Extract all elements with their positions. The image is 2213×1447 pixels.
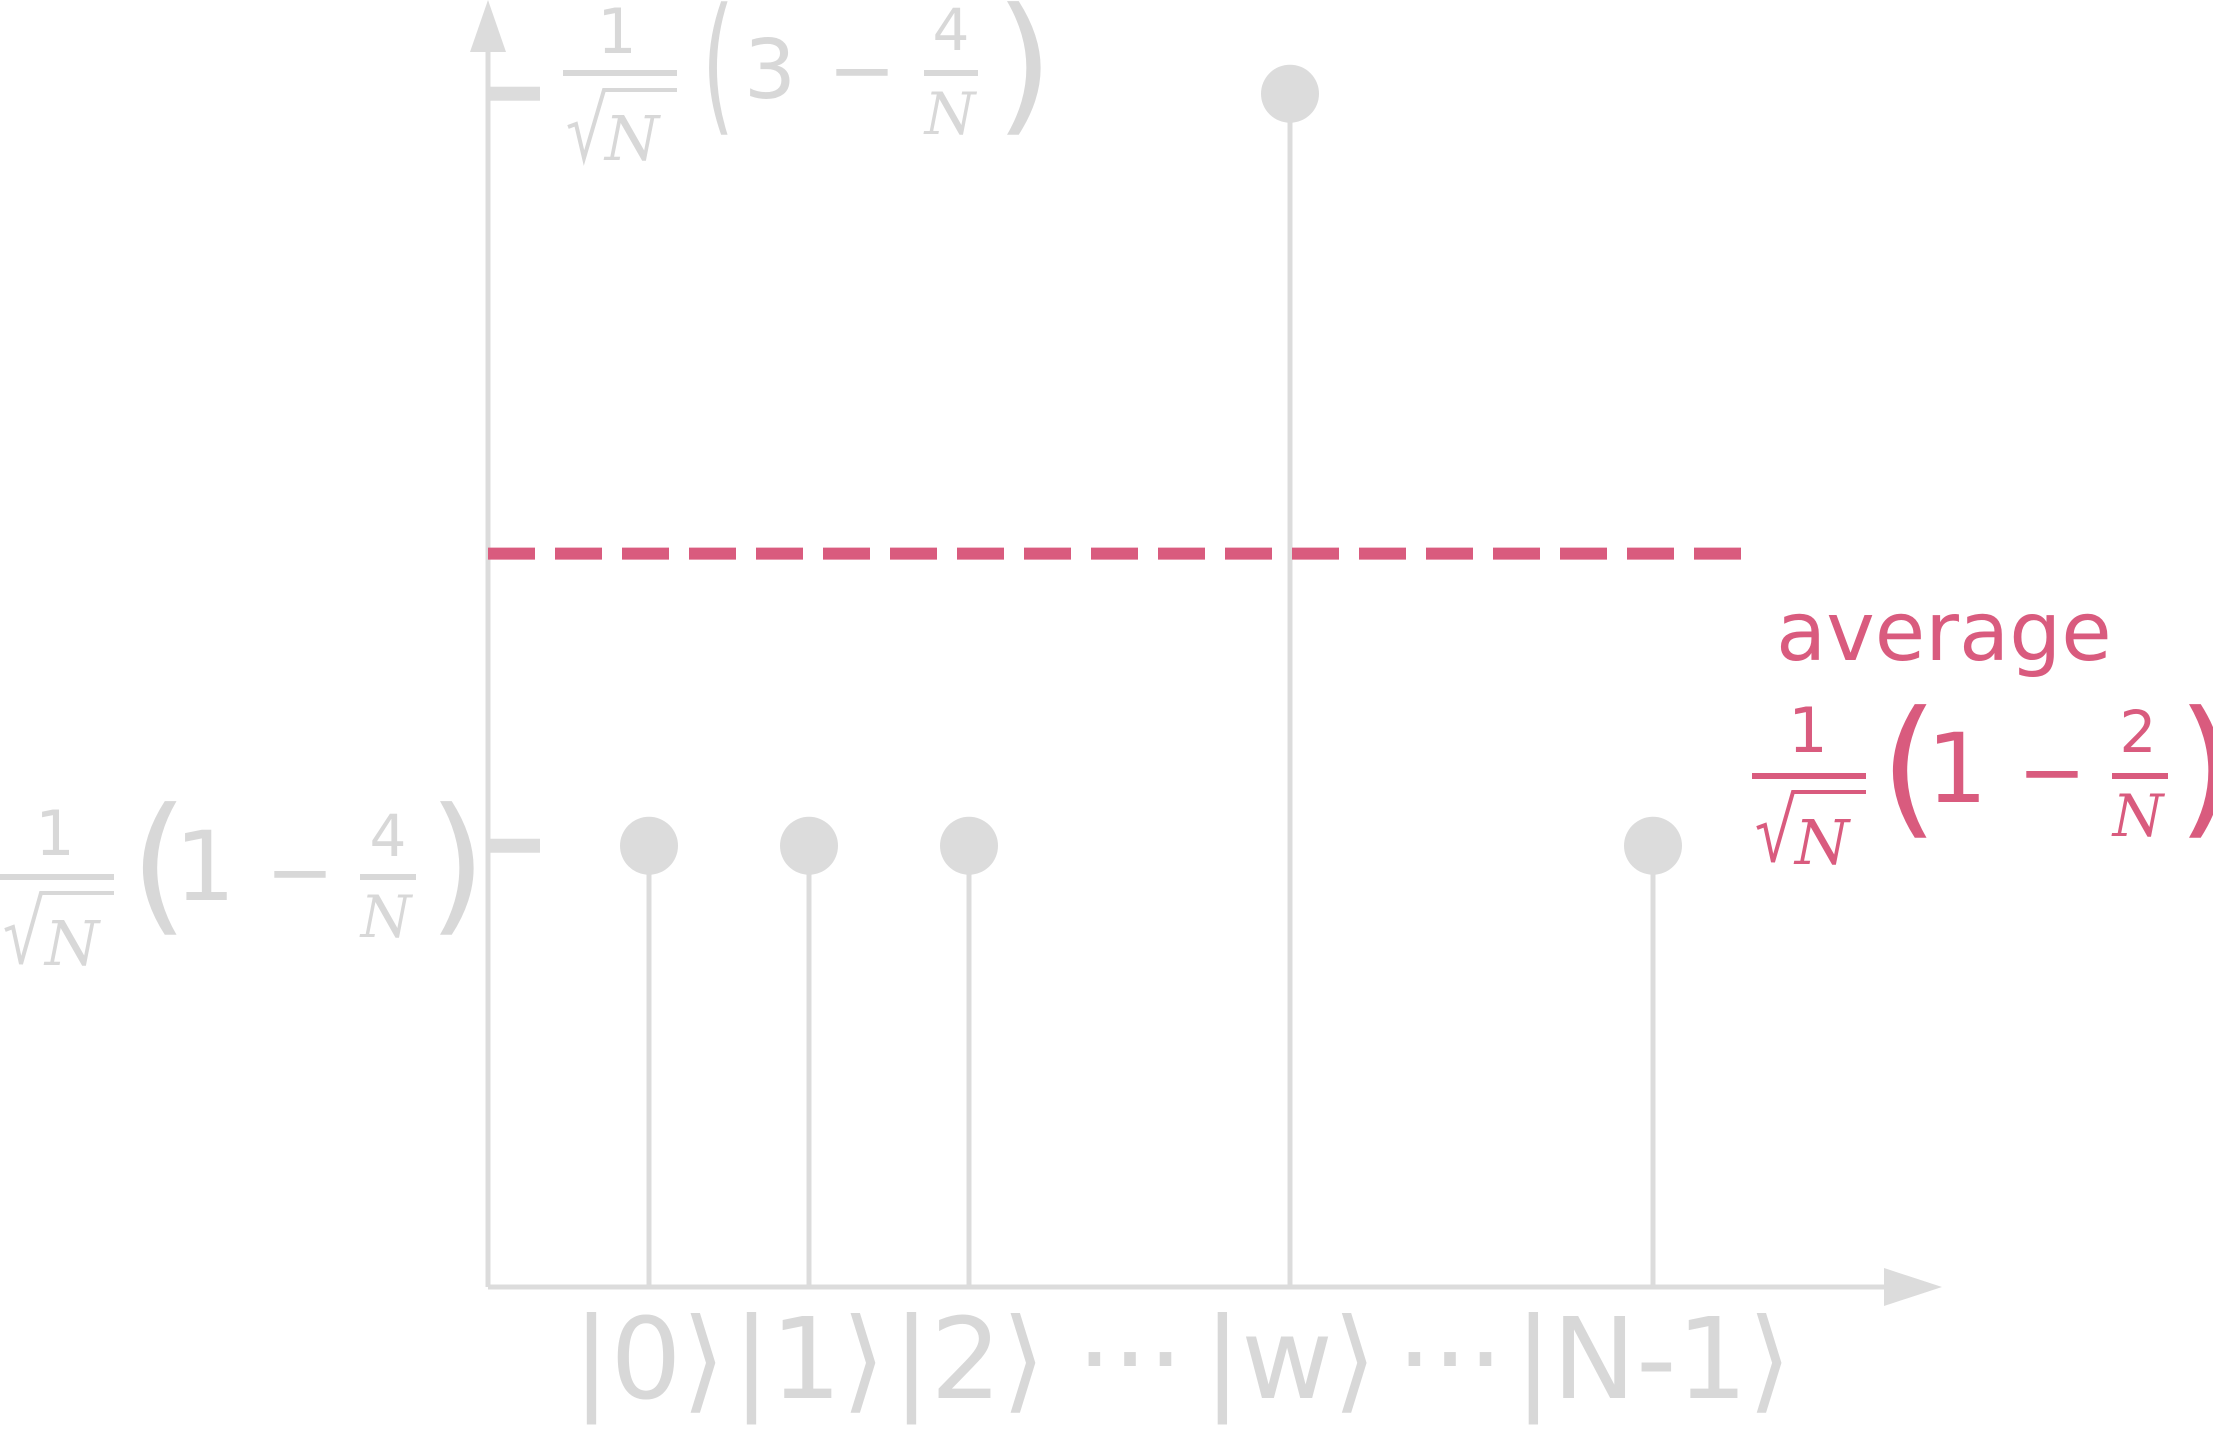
x-tick-label-4: |w⟩ (1203, 1295, 1376, 1425)
svg-text:N: N (923, 80, 978, 148)
svg-text:−: − (828, 23, 897, 118)
svg-text:1: 1 (597, 0, 636, 68)
stem-head-4 (1624, 816, 1682, 875)
y-tick-mark-1 (488, 838, 540, 853)
y-tick-label-low: 1 N ( 1 − 4 N ) (0, 777, 487, 980)
svg-text:1: 1 (1788, 694, 1827, 767)
stem-head-3 (1261, 64, 1319, 123)
svg-text:): ) (428, 777, 487, 951)
svg-text:): ) (995, 0, 1054, 151)
svg-text:): ) (2177, 680, 2213, 854)
y-tick-mark-0 (488, 86, 540, 101)
svg-text:(: ( (130, 777, 189, 951)
svg-text:(: ( (702, 0, 734, 151)
stem-head-0 (620, 816, 678, 875)
y-axis-arrow (470, 0, 506, 52)
x-tick-label-5: ··· (1397, 1295, 1504, 1425)
average-label: average (1776, 585, 2112, 680)
x-tick-label-1: |1⟩ (733, 1295, 886, 1425)
average-annotation: average 1 N ( 1 − 2 N ) (1752, 585, 2213, 879)
svg-text:2: 2 (2120, 698, 2157, 766)
svg-text:N: N (2111, 782, 2166, 850)
svg-text:4: 4 (933, 0, 970, 64)
svg-text:1: 1 (1926, 713, 1987, 825)
x-tick-label-3: ··· (1077, 1295, 1184, 1425)
x-tick-label-6: |N-1⟩ (1515, 1295, 1792, 1425)
svg-text:N: N (43, 907, 102, 980)
svg-text:(: ( (1880, 680, 1939, 854)
stem-head-2 (940, 816, 998, 875)
svg-text:N: N (603, 102, 662, 175)
y-tick-label-top: 1 N ( 3 − 4 N ) (563, 0, 1054, 175)
svg-text:−: − (2018, 725, 2087, 820)
svg-text:−: − (266, 825, 335, 920)
x-axis-arrow (1884, 1268, 1942, 1306)
svg-text:1: 1 (174, 811, 235, 923)
svg-text:1: 1 (35, 797, 74, 870)
stem-head-1 (780, 816, 838, 875)
svg-text:N: N (359, 883, 414, 951)
x-tick-label-0: |0⟩ (573, 1295, 726, 1425)
svg-text:N: N (1793, 806, 1852, 879)
svg-text:4: 4 (370, 802, 407, 870)
x-tick-label-2: |2⟩ (893, 1295, 1046, 1425)
svg-text:3: 3 (744, 23, 796, 118)
